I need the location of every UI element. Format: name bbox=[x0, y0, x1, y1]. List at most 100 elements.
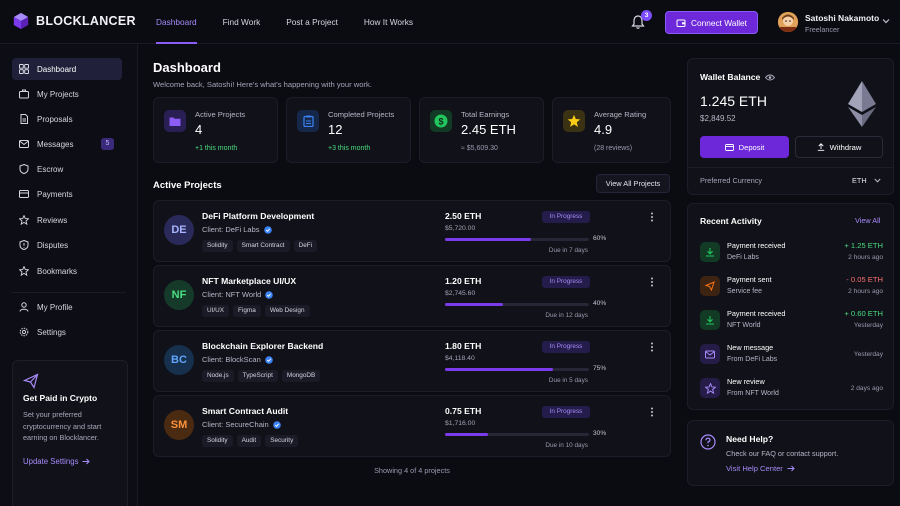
promo-title: Get Paid in Crypto bbox=[23, 393, 98, 403]
user-name[interactable]: Satoshi Nakamoto bbox=[805, 13, 880, 23]
verified-check-icon bbox=[264, 355, 273, 364]
project-budget-usd: $4,118.40 bbox=[445, 355, 475, 362]
withdraw-label: Withdraw bbox=[829, 142, 862, 152]
recent-activity-title: Recent Activity bbox=[700, 216, 762, 226]
active-projects-title: Active Projects bbox=[153, 180, 222, 191]
project-card[interactable]: DE DeFi Platform Development Client: DeF… bbox=[153, 200, 671, 262]
chevron-down-icon[interactable] bbox=[882, 18, 890, 24]
more-options-icon[interactable] bbox=[650, 212, 654, 222]
project-budget-eth: 1.80 ETH bbox=[445, 341, 482, 351]
project-card[interactable]: NF NFT Marketplace UI/UX Client: NFT Wor… bbox=[153, 265, 671, 327]
activity-item[interactable]: Payment sent Service fee - 0.05 ETH 2 ho… bbox=[700, 274, 883, 300]
tag: Web Design bbox=[264, 305, 310, 317]
notification-badge: 3 bbox=[641, 10, 652, 21]
activity-subtitle: Service fee bbox=[727, 288, 763, 295]
nav-post-project[interactable]: Post a Project bbox=[286, 17, 338, 27]
page-title: Dashboard bbox=[153, 60, 221, 75]
update-settings-link[interactable]: Update Settings bbox=[23, 457, 91, 466]
project-tags: Node.js TypeScript MongoDB bbox=[202, 370, 321, 382]
due-date: Due in 10 days bbox=[545, 442, 588, 449]
withdraw-button[interactable]: Withdraw bbox=[795, 136, 883, 158]
activity-time: 2 hours ago bbox=[848, 254, 883, 261]
nav-how-it-works[interactable]: How It Works bbox=[363, 17, 414, 27]
top-navigation: BLOCKLANCER Dashboard Find Work Post a P… bbox=[0, 0, 900, 44]
activity-item[interactable]: Payment received DeFi Labs + 1.25 ETH 2 … bbox=[700, 240, 883, 266]
nav-dashboard[interactable]: Dashboard bbox=[156, 0, 197, 44]
activity-subtitle: NFT World bbox=[727, 322, 761, 329]
deposit-label: Deposit bbox=[738, 142, 765, 152]
activity-time: Yesterday bbox=[853, 351, 883, 358]
tag: DeFi bbox=[293, 240, 318, 252]
visit-help-center-link[interactable]: Visit Help Center bbox=[726, 464, 795, 473]
help-center-label: Visit Help Center bbox=[726, 464, 783, 473]
arrow-right-icon bbox=[787, 465, 795, 472]
tag: Node.js bbox=[202, 370, 234, 382]
sidebar-item-label: Dashboard bbox=[37, 64, 77, 74]
user-icon bbox=[19, 302, 29, 312]
currency-select[interactable]: ETH bbox=[852, 176, 881, 185]
stat-sub: +3 this month bbox=[328, 145, 371, 152]
verified-check-icon bbox=[272, 420, 281, 429]
wallet-usd-balance: $2,849.52 bbox=[700, 114, 736, 123]
eye-icon[interactable] bbox=[765, 74, 776, 81]
project-card[interactable]: BC Blockchain Explorer Backend Client: B… bbox=[153, 330, 671, 392]
verified-check-icon bbox=[265, 290, 274, 299]
project-title[interactable]: Blockchain Explorer Backend bbox=[202, 341, 324, 351]
sidebar-item-disputes[interactable]: Disputes bbox=[12, 234, 122, 256]
sidebar-divider bbox=[12, 292, 126, 293]
more-options-icon[interactable] bbox=[650, 277, 654, 287]
progress-bar bbox=[445, 433, 589, 436]
folder-icon bbox=[164, 110, 186, 132]
view-all-activity-link[interactable]: View All bbox=[855, 216, 881, 225]
progress-bar bbox=[445, 368, 589, 371]
connect-wallet-button[interactable]: Connect Wallet bbox=[665, 11, 758, 34]
brand-name: BLOCKLANCER bbox=[36, 14, 136, 28]
progress-percent: 60% bbox=[593, 235, 607, 242]
sidebar-item-my-profile[interactable]: My Profile bbox=[12, 296, 122, 318]
project-budget-usd: $1,716.00 bbox=[445, 420, 476, 427]
activity-amount: + 0.60 ETH bbox=[844, 309, 883, 318]
sidebar-item-messages[interactable]: Messages 5 bbox=[12, 133, 122, 155]
activity-item[interactable]: Payment received NFT World + 0.60 ETH Ye… bbox=[700, 308, 883, 334]
promo-text: Set your preferred cryptocurrency and st… bbox=[23, 410, 102, 442]
deposit-button[interactable]: Deposit bbox=[700, 136, 789, 158]
sidebar-item-reviews[interactable]: Reviews bbox=[12, 209, 122, 231]
view-all-projects-button[interactable]: View All Projects bbox=[596, 174, 670, 193]
sidebar-item-payments[interactable]: Payments bbox=[12, 183, 122, 205]
sidebar-item-label: Messages bbox=[37, 139, 74, 149]
stat-sub: ≈ $5,609.30 bbox=[461, 145, 498, 152]
chevron-down-icon bbox=[874, 178, 881, 183]
more-options-icon[interactable] bbox=[650, 407, 654, 417]
sidebar-item-label: Disputes bbox=[37, 240, 69, 250]
wallet-icon bbox=[676, 19, 686, 27]
activity-item[interactable]: New review From NFT World 2 days ago bbox=[700, 376, 883, 402]
project-title[interactable]: NFT Marketplace UI/UX bbox=[202, 276, 297, 286]
due-date: Due in 7 days bbox=[548, 247, 588, 254]
connect-wallet-label: Connect Wallet bbox=[691, 17, 747, 28]
project-card[interactable]: SM Smart Contract Audit Client: SecureCh… bbox=[153, 395, 671, 457]
sidebar-item-label: Payments bbox=[37, 189, 73, 199]
nav-find-work[interactable]: Find Work bbox=[222, 17, 261, 27]
sidebar-item-escrow[interactable]: Escrow bbox=[12, 158, 122, 180]
more-options-icon[interactable] bbox=[650, 342, 654, 352]
client-name: Client: SecureChain bbox=[202, 420, 269, 429]
sidebar-item-bookmarks[interactable]: Bookmarks bbox=[12, 260, 122, 282]
progress-bar bbox=[445, 303, 589, 306]
sidebar-item-my-projects[interactable]: My Projects bbox=[12, 83, 122, 105]
sidebar-item-label: Bookmarks bbox=[37, 266, 78, 276]
avatar[interactable] bbox=[778, 12, 798, 32]
project-title[interactable]: Smart Contract Audit bbox=[202, 406, 289, 416]
sidebar-item-proposals[interactable]: Proposals bbox=[12, 108, 122, 130]
progress-fill bbox=[445, 238, 532, 241]
help-text: Check our FAQ or contact support. bbox=[726, 449, 839, 458]
activity-item[interactable]: New message From DeFi Labs Yesterday bbox=[700, 342, 883, 368]
brand-logo[interactable]: BLOCKLANCER bbox=[12, 12, 136, 30]
sidebar-item-dashboard[interactable]: Dashboard bbox=[12, 58, 122, 80]
wallet-eth-balance: 1.245 ETH bbox=[700, 93, 767, 109]
tag: Solidity bbox=[202, 240, 233, 252]
bell-icon[interactable] bbox=[630, 14, 646, 30]
project-title[interactable]: DeFi Platform Development bbox=[202, 211, 315, 221]
status-badge: In Progress bbox=[542, 341, 590, 353]
sidebar-item-settings[interactable]: Settings bbox=[12, 321, 122, 343]
client-name: Client: BlockScan bbox=[202, 355, 261, 364]
